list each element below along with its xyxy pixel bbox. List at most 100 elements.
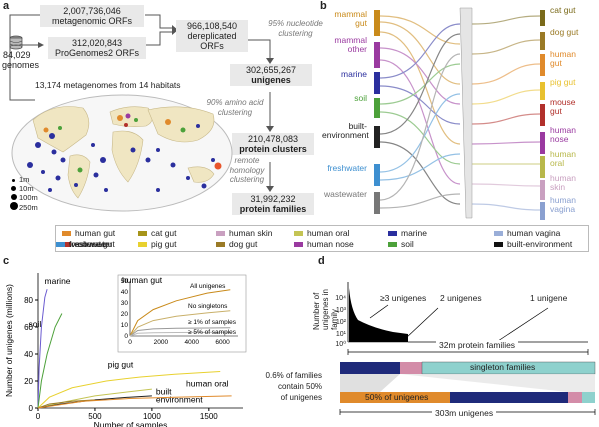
legend-label: cat gut (151, 228, 177, 238)
legend-label: dog gut (229, 239, 258, 249)
legend-label: built-environment (507, 239, 573, 249)
sankey-left-label: built- environment (322, 121, 369, 140)
metagenomes-caption: 13,174 metagenomes from 14 habitats (35, 80, 181, 90)
legend-swatch (294, 241, 303, 247)
sankey-right-label: human vagina (550, 195, 576, 214)
sankey-right-label: human oral (550, 149, 576, 168)
x-tick-label: 0 (36, 412, 41, 421)
series-line (37, 313, 63, 409)
legend-label: mouse gut (75, 239, 115, 249)
legend-label: wastewater (69, 239, 112, 249)
legend-item: dog gut (216, 239, 257, 249)
metagenomic-orfs-box: 2,007,736,046 metagenomic ORFs (40, 5, 144, 27)
inset-series-line (129, 310, 231, 337)
inset-y-tick: 50 (121, 278, 129, 285)
inset-frame (117, 274, 247, 353)
legend-item: soil (388, 239, 414, 249)
inset-x-tick: 2000 (154, 339, 169, 346)
inset-x-tick: 0 (128, 339, 132, 346)
size-legend-item: 250m (10, 202, 38, 212)
legend-swatch (294, 230, 303, 236)
inset-y-tick: 20 (121, 311, 129, 318)
protein-clusters-number: 210,478,083 (247, 134, 299, 144)
legend-label: freshwater (69, 239, 109, 249)
inset-x-tick: 4000 (184, 339, 199, 346)
size-legend-item: 10m (10, 184, 38, 193)
remote-homology-note: remote homology clustering (229, 156, 265, 184)
legend-item: human vagina (494, 228, 560, 238)
legend-swatch (62, 241, 71, 247)
inset-series-line (129, 327, 231, 337)
sankey-right-label: human nose (550, 125, 576, 144)
curve-label: soil (29, 319, 42, 329)
legend-label: human skin (229, 228, 273, 238)
inset-y-tick: 30 (121, 300, 129, 307)
protein-families-box: 31,992,232 protein families (232, 193, 314, 215)
legend-swatch (494, 241, 503, 247)
inset-y-tick: 0 (124, 333, 128, 340)
legend-item: freshwater (56, 239, 109, 249)
legend-item: cat gut (138, 228, 177, 238)
size-legend-item: 1m (10, 175, 38, 184)
unigenes-number: 302,655,267 (245, 65, 297, 75)
legend-swatch (388, 241, 397, 247)
inset-title: human gut (122, 275, 163, 285)
genomes-count: 84,029 (3, 50, 31, 60)
legend-swatch (494, 230, 503, 236)
legend-item: built-environment (494, 239, 572, 249)
inset-series-label: No singletons (188, 303, 228, 310)
sankey-left-label: soil (354, 93, 367, 103)
legend-label: marine (401, 228, 427, 238)
series-line (37, 289, 48, 409)
legend-item: human skin (216, 228, 272, 238)
half-unigenes-label: 50% of unigenes (365, 392, 429, 402)
series-line (37, 371, 221, 409)
legend-item: human oral (294, 228, 350, 238)
genomes-word: genomes (2, 60, 40, 70)
curve-label: built (156, 387, 172, 397)
panel-c-label: c (3, 255, 10, 267)
family-size-histogram (349, 288, 408, 342)
series-line (37, 395, 152, 409)
legend-item: mouse gut (62, 239, 115, 249)
ytick: 10¹ (336, 331, 347, 338)
y-tick-label: 40 (24, 350, 33, 359)
panel-a-label: a (3, 0, 10, 12)
curve-label: environment (156, 395, 203, 405)
sankey-right-label: cat gut (550, 5, 576, 15)
concentration-note: 0.6% of families contain 50% of unigenes (265, 371, 322, 402)
ytick: 10⁰ (335, 340, 346, 348)
size-legend: 1m 10m 100m 250m (10, 175, 38, 212)
series-line (37, 395, 232, 409)
series-line (37, 388, 152, 409)
amino-acid-clustering-note: 90% amino acid clustering (206, 98, 264, 117)
sankey-left-label: wastewater (324, 189, 367, 199)
x-axis-label: Number of samples (94, 420, 168, 427)
x-tick-label: 500 (88, 412, 102, 421)
unigenes-word: unigenes (251, 75, 291, 85)
habitat-legend: human gut cat gut human skin human oral mari… (55, 225, 589, 252)
series-line (37, 399, 95, 409)
map-samples (27, 113, 222, 192)
legend-swatch (56, 241, 65, 247)
legend-label: human oral (307, 228, 350, 238)
inset-series-line (129, 289, 231, 337)
legend-item: marine (388, 228, 427, 238)
sankey-diagram (374, 7, 545, 220)
singleton-label: singleton families (470, 362, 536, 372)
x-tick-label: 1000 (143, 412, 161, 421)
legend-swatch (388, 230, 397, 236)
annotation-2: 2 unigenes (440, 293, 482, 303)
world-map (11, 94, 233, 212)
panel-b-label: b (320, 0, 327, 12)
sankey-left-label: freshwater (327, 163, 367, 173)
panel-a-arrows (9, 14, 274, 192)
nucleotide-clustering-note: 95% nucleotide clustering (268, 19, 323, 38)
sankey-right-label: human skin (550, 173, 576, 192)
legend-swatch (138, 230, 147, 236)
families-caption: 32m protein families (436, 340, 519, 350)
database-icon (9, 35, 23, 50)
sankey-right-label: pig gut (550, 77, 576, 87)
legend-item: human gut (62, 228, 115, 238)
